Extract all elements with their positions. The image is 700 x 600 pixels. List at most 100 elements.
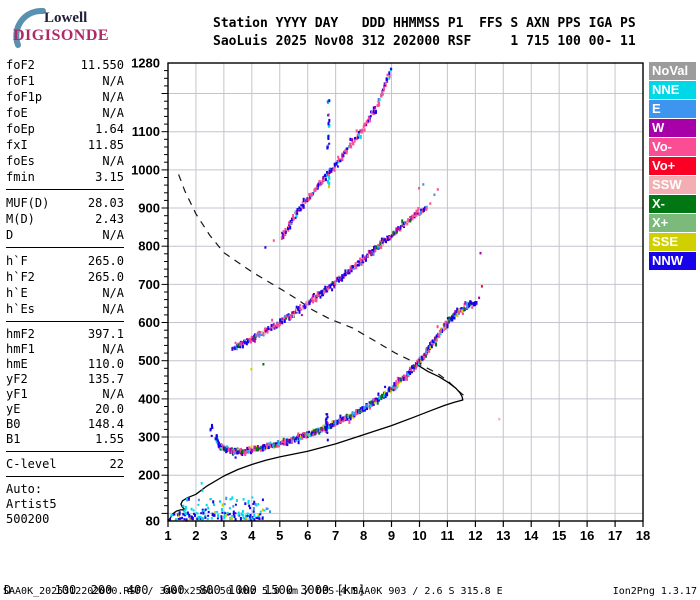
svg-text:300: 300 — [138, 430, 160, 445]
svg-text:800: 800 — [138, 239, 160, 254]
legend-item-ssw: SSW — [649, 176, 696, 194]
svg-text:1: 1 — [164, 528, 171, 543]
svg-text:6: 6 — [304, 528, 311, 543]
param-value: 3.15 — [95, 170, 124, 184]
legend-item-noval: NoVal — [649, 62, 696, 80]
svg-text:5: 5 — [276, 528, 283, 543]
param-label: B0 — [6, 417, 21, 431]
param-row-foe: foE N/A — [6, 105, 124, 121]
svg-text:3: 3 — [220, 528, 227, 543]
svg-text:1100: 1100 — [132, 124, 160, 139]
svg-text:9: 9 — [388, 528, 395, 543]
svg-text:10: 10 — [412, 528, 426, 543]
legend-item-e: E — [649, 100, 696, 118]
station-header: Station YYYY DAY DDD HHMMSS P1 FFS S AXN… — [213, 15, 636, 51]
svg-text:600: 600 — [138, 315, 160, 330]
legend-item-x: X+ — [649, 214, 696, 232]
param-row-mufd: MUF(D) 28.03 — [6, 195, 124, 211]
param-label: B1 — [6, 432, 21, 446]
svg-text:1000: 1000 — [131, 162, 160, 177]
param-row-b0: B0 148.4 — [6, 417, 124, 432]
param-value: 265.0 — [87, 270, 124, 284]
param-row-clevel: C-level 22 — [6, 457, 124, 472]
param-label: h`E — [6, 286, 28, 300]
param-value: 11.85 — [87, 138, 124, 152]
param-value: N/A — [102, 387, 124, 401]
svg-text:1280: 1280 — [131, 56, 160, 71]
plot-frame — [167, 62, 644, 522]
svg-text:13: 13 — [496, 528, 510, 543]
param-label: h`Es — [6, 302, 35, 316]
param-value: 11.550 — [80, 58, 124, 72]
param-value: N/A — [102, 302, 124, 316]
param-label: fmin — [6, 170, 35, 184]
station-header-line1: Station YYYY DAY DDD HHMMSS P1 FFS S AXN… — [213, 16, 636, 31]
param-row-hf2: h`F2 265.0 — [6, 269, 124, 285]
panel-separator — [6, 247, 124, 248]
param-value: 148.4 — [87, 417, 124, 431]
param-row-fof2: foF2 11.550 — [6, 57, 124, 73]
param-label: foF2 — [6, 58, 35, 72]
param-value: 22 — [109, 457, 124, 471]
param-row-fof1: foF1 N/A — [6, 73, 124, 89]
param-label: yF2 — [6, 372, 28, 386]
legend-item-w: W — [649, 119, 696, 137]
param-row-b1: B1 1.55 — [6, 432, 124, 447]
param-value: 135.7 — [87, 372, 124, 386]
param-value: 110.0 — [87, 357, 124, 371]
svg-text:200: 200 — [138, 468, 160, 483]
svg-text:18: 18 — [636, 528, 650, 543]
param-label: foEs — [6, 154, 35, 168]
param-value: N/A — [102, 154, 124, 168]
param-row-d: D N/A — [6, 227, 124, 243]
svg-text:17: 17 — [608, 528, 622, 543]
param-value: 20.0 — [95, 402, 124, 416]
param-row-yf2: yF2 135.7 — [6, 372, 124, 387]
autoscaling-info: Auto: — [6, 482, 43, 496]
param-label: D — [6, 228, 14, 242]
svg-text:80: 80 — [146, 514, 160, 529]
param-label: foE — [6, 106, 28, 120]
svg-text:14: 14 — [524, 528, 539, 543]
svg-text:7: 7 — [332, 528, 339, 543]
param-row-hes: h`Es N/A — [6, 301, 124, 317]
footer: SAA0K_2025312202000.RSF / 340fx256h 50 k… — [3, 586, 697, 597]
param-label: yF1 — [6, 387, 28, 401]
svg-text:700: 700 — [138, 277, 160, 292]
param-row-hf: h`F 265.0 — [6, 253, 124, 269]
param-label: hmF2 — [6, 327, 35, 341]
param-label: foF1 — [6, 74, 35, 88]
param-label: M(D) — [6, 212, 35, 226]
logo-digisonde-text: DIGISONDE — [13, 27, 110, 44]
param-value: 1.64 — [95, 122, 124, 136]
svg-text:4: 4 — [248, 528, 256, 543]
param-value: 28.03 — [87, 196, 124, 210]
param-label: h`F — [6, 254, 28, 268]
footer-program-version: Ion2Png 1.3.17 — [612, 586, 697, 597]
panel-separator — [6, 476, 124, 477]
param-row-ye: yE 20.0 — [6, 402, 124, 417]
svg-text:16: 16 — [580, 528, 594, 543]
param-row-fof1p: foF1p N/A — [6, 89, 124, 105]
param-row-he: h`E N/A — [6, 285, 124, 301]
svg-text:12: 12 — [468, 528, 482, 543]
parameter-panel: foF2 11.550 foF1 N/A foF1p N/A foE N/A foEp 1.64 f… — [6, 57, 124, 527]
param-row-fxi: fxI 11.85 — [6, 137, 124, 153]
param-value: 265.0 — [87, 254, 124, 268]
param-label: MUF(D) — [6, 196, 50, 210]
footer-file-info: SAA0K_2025312202000.RSF / 340fx256h 50 k… — [3, 586, 503, 597]
param-value: 397.1 — [87, 327, 124, 341]
param-label: hmE — [6, 357, 28, 371]
svg-text:15: 15 — [552, 528, 566, 543]
panel-separator — [6, 189, 124, 190]
station-header-line2: SaoLuis 2025 Nov08 312 202000 RSF 1 715 … — [213, 34, 636, 49]
param-row-foep: foEp 1.64 — [6, 121, 124, 137]
grid-lines — [168, 63, 643, 521]
panel-separator — [6, 321, 124, 322]
legend-item-sse: SSE — [649, 233, 696, 251]
transmission-curve — [178, 174, 465, 397]
d-row: D 100 200 400 600 800 1000 1500 3000 [km… — [4, 583, 366, 597]
param-row-md: M(D) 2.43 — [6, 211, 124, 227]
